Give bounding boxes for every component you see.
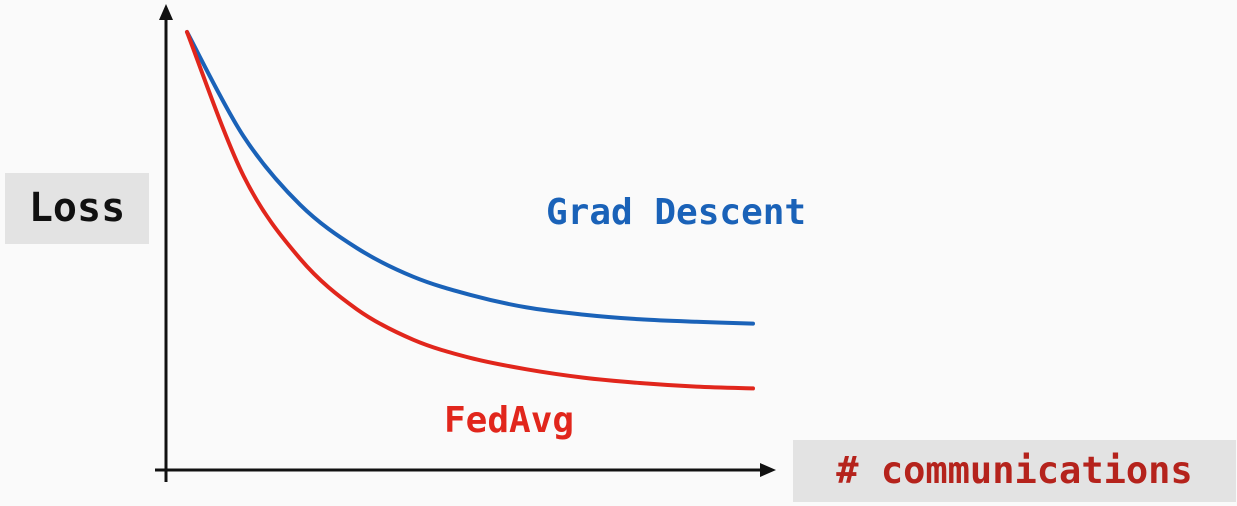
y-axis-arrowhead xyxy=(159,4,173,20)
series-label-grad-descent: Grad Descent xyxy=(546,192,807,233)
x-axis-label-text: # communications xyxy=(836,449,1193,492)
axes xyxy=(155,4,776,482)
x-axis-label: # communications xyxy=(793,440,1236,502)
series-layer xyxy=(185,30,755,391)
series-label-fedavg: FedAvg xyxy=(444,400,575,441)
x-axis-arrowhead xyxy=(760,463,776,477)
y-axis-label: Loss xyxy=(5,173,149,244)
series-line-fedavg xyxy=(185,30,755,391)
series-line-grad-descent xyxy=(185,30,755,326)
y-axis-label-text: Loss xyxy=(28,185,126,231)
